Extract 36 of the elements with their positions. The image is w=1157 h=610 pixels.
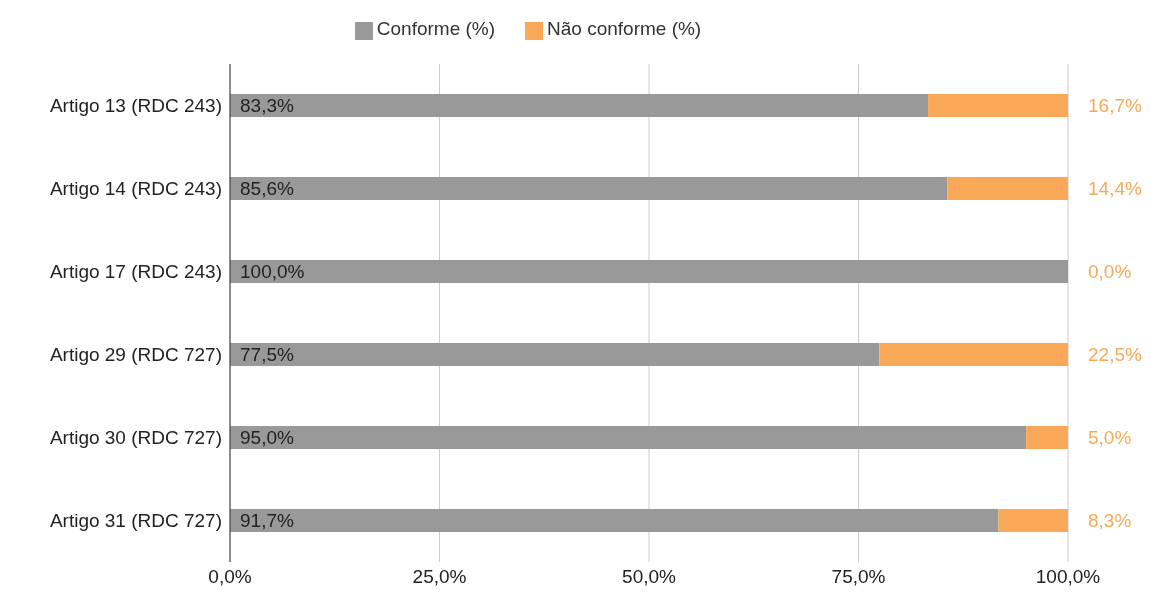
y-tick-label: Artigo 14 (RDC 243) bbox=[49, 178, 222, 200]
data-label: 0,0% bbox=[1088, 261, 1132, 283]
bar bbox=[1026, 425, 1068, 449]
bar bbox=[998, 508, 1068, 532]
data-label: 8,3% bbox=[1088, 510, 1132, 532]
legend-label: Conforme (%) bbox=[376, 18, 496, 39]
data-label: 14,4% bbox=[1088, 178, 1142, 200]
bar bbox=[230, 176, 948, 200]
y-tick-label: Artigo 31 (RDC 727) bbox=[49, 510, 222, 532]
x-tick-label: 0,0% bbox=[208, 566, 252, 588]
y-tick-label: Artigo 17 (RDC 243) bbox=[49, 261, 222, 283]
bar bbox=[230, 342, 880, 366]
data-label: 95,0% bbox=[240, 427, 294, 449]
bar bbox=[928, 93, 1068, 117]
data-label: 85,6% bbox=[240, 178, 294, 200]
y-tick-label: Artigo 29 (RDC 727) bbox=[49, 344, 222, 366]
bar bbox=[230, 93, 929, 117]
x-tick-label: 25,0% bbox=[412, 566, 467, 588]
x-tick-label: 100,0% bbox=[1035, 566, 1101, 588]
data-label: 91,7% bbox=[240, 510, 294, 532]
bar bbox=[947, 176, 1068, 200]
bar bbox=[230, 259, 1068, 283]
data-label: 77,5% bbox=[240, 344, 294, 366]
bar bbox=[879, 342, 1068, 366]
data-label: 83,3% bbox=[240, 95, 294, 117]
legend-label: Não conforme (%) bbox=[547, 18, 702, 39]
y-tick-label: Artigo 13 (RDC 243) bbox=[49, 95, 222, 117]
data-label: 22,5% bbox=[1088, 344, 1142, 366]
bar bbox=[230, 508, 999, 532]
data-label: 100,0% bbox=[240, 261, 305, 283]
x-tick-label: 75,0% bbox=[831, 566, 886, 588]
data-label: 5,0% bbox=[1088, 427, 1132, 449]
y-tick-label: Artigo 30 (RDC 727) bbox=[49, 427, 222, 449]
bar bbox=[230, 425, 1027, 449]
data-label: 16,7% bbox=[1088, 95, 1142, 117]
x-tick-label: 50,0% bbox=[622, 566, 677, 588]
